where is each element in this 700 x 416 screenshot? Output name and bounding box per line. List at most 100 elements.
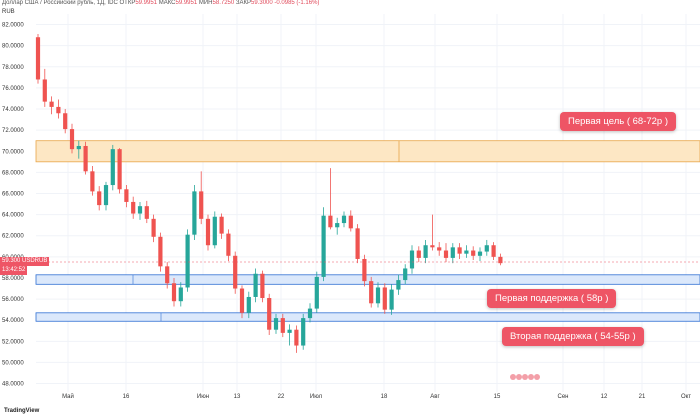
candle-body [165,266,170,284]
candle-body [287,329,292,333]
candle-body [151,218,156,237]
candle-body [131,201,136,214]
candle-body [389,289,394,310]
candle-body [199,191,204,219]
x-tick-label: 22 [278,394,285,400]
candle-body [260,273,265,299]
ticker-badge: USDRUB [20,257,50,266]
y-tick-label: 78.0000 [2,65,24,71]
y-tick-label: 68.0000 [2,170,24,176]
low-label: МИН [198,0,213,6]
y-tick-label: 72.0000 [2,128,24,134]
candles [35,34,503,353]
y-tick-label: 70.0000 [2,149,24,155]
y-tick-label: 66.0000 [2,191,24,197]
high-label: МАКС [158,0,176,6]
candle-body [362,258,367,282]
candle-body [205,218,211,246]
candle-body [83,145,88,172]
candle-body [103,185,109,206]
candle-body [69,129,75,150]
logo-text: TradingView [4,408,40,414]
candle-body [63,113,68,130]
candle-body [498,256,503,264]
candle-body [253,273,258,297]
y-tick-label: 64.0000 [2,213,24,219]
y-tick-label: 76.0000 [2,86,24,92]
close-value: 59.3000 [251,0,273,6]
candle-body [90,171,95,192]
candle-body [314,276,319,309]
candle-body [42,79,47,102]
candle-body [396,280,401,290]
open-value: 59.9951 [135,0,158,6]
candle-body [137,206,143,214]
candle-body [76,145,81,150]
candle-body [484,245,489,252]
candle-body [117,149,122,190]
y-tick-label: 56.0000 [2,297,24,303]
candle-body [246,296,251,313]
target-annotation[interactable]: Первая цель ( 68-72р ) [560,112,677,131]
y-tick-label: 58.0000 [2,276,24,282]
x-axis: Май 16 Июн 13 22 Июл 18 Авг 15 Сен 12 21 Окт [62,393,691,400]
y-tick-label: 48.0000 [2,382,24,388]
candle-body [144,206,149,219]
open-label: ОТКР [119,0,136,6]
candle-body [110,149,115,186]
candle-body [348,215,353,229]
chart-zones [35,140,700,322]
candle-body [97,191,102,206]
zone-target[interactable] [35,140,700,163]
candle-body [239,288,245,313]
zone-support1[interactable] [35,274,700,285]
event-markers[interactable] [510,374,540,380]
candle-body [430,245,435,248]
candle-body [192,191,197,235]
candle-body [491,245,496,257]
y-tick-label: 80.0000 [2,44,24,50]
x-tick-label: Авг [430,394,440,400]
x-tick-label: 16 [123,394,130,400]
y-axis: 82.0000 80.0000 78.0000 76.0000 74.0000 72.00… [2,23,24,388]
x-tick-label: 18 [381,394,388,400]
candle-body [267,298,272,330]
x-tick-label: Июл [310,394,323,400]
candle-body [171,283,177,302]
candle-body [280,318,285,333]
candle-body [35,37,41,80]
x-tick-label: Сен [558,394,569,400]
candle-body [477,251,483,256]
candle-body [321,215,326,277]
y-tick-label: 74.0000 [2,107,24,113]
candle-body [416,250,421,258]
x-tick-label: Окт [681,394,691,400]
candle-body [294,329,299,346]
candle-body [409,250,415,269]
y-tick-label: 50.0000 [2,360,24,366]
candle-body [49,101,54,107]
support2-annotation[interactable]: Вторая поддержка ( 54-55р ) [502,327,644,346]
tradingview-logo[interactable]: TradingView [4,408,39,414]
candle-body [185,234,190,288]
x-tick-label: 21 [639,394,646,400]
x-tick-label: 12 [601,394,608,400]
support1-annotation[interactable]: Первая поддержка ( 58р ) [487,289,617,308]
candle-body [443,250,449,258]
candle-body [335,223,340,228]
candle-body [403,268,408,281]
y-tick-label: 54.0000 [2,318,24,324]
candle-body [178,287,183,302]
zone-support2[interactable] [35,312,700,322]
candle-body [301,318,306,346]
last-price-badge: 59.3000 [0,257,26,266]
y-tick-label: 62.0000 [2,234,24,240]
candle-body [158,236,163,267]
candle-body [382,287,387,310]
high-value: 59.9951 [175,0,198,6]
low-value: 58.7250 [212,0,235,6]
candle-body [341,215,347,224]
candle-body [219,216,224,234]
candle-body [437,247,442,251]
